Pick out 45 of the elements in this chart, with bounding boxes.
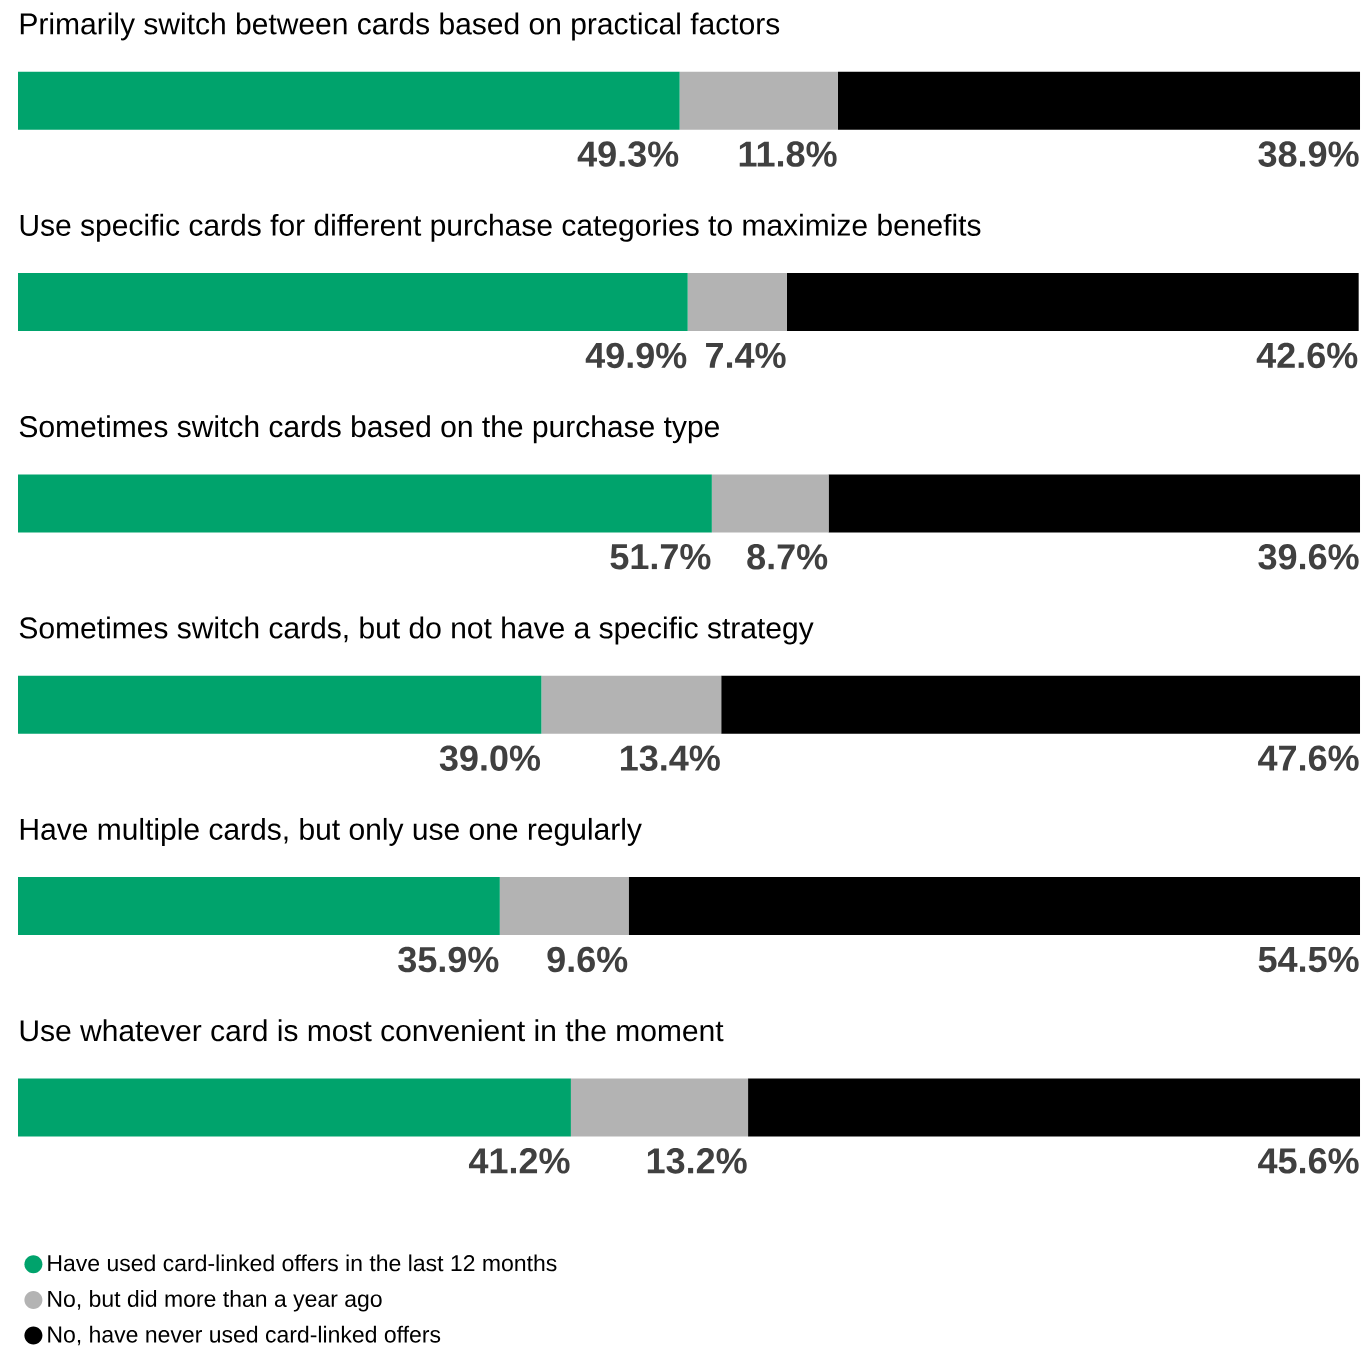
bar <box>570 1078 749 1137</box>
data-label: 49.9% <box>585 342 687 369</box>
data-label: 49.3% <box>577 141 679 167</box>
data-label: 41.2% <box>468 1148 570 1174</box>
data-label: 11.8% <box>739 141 837 167</box>
bar <box>18 474 712 533</box>
legend-label: No, but did more than a year ago <box>48 1290 382 1312</box>
y-tick-label: Primarily switch between cards based on practical factors <box>20 12 780 41</box>
y-tick-label: Sometimes switch cards, but do not have a specific strategy <box>19 616 814 645</box>
bar <box>541 675 722 734</box>
bar <box>18 675 542 734</box>
data-label: 38.9% <box>1258 141 1359 167</box>
bar <box>18 1078 571 1137</box>
bar <box>679 71 838 130</box>
bar <box>721 675 1361 734</box>
data-label: 9.6% <box>547 946 628 973</box>
bar <box>18 273 688 332</box>
data-label: 7.4% <box>706 342 786 369</box>
bar <box>18 877 500 936</box>
bar <box>499 877 629 936</box>
data-label: 35.9% <box>398 946 499 973</box>
data-label: 8.7% <box>747 544 828 570</box>
bar <box>711 474 829 533</box>
legend-label: No, have never used card-linked offers <box>48 1325 441 1346</box>
data-label: 45.6% <box>1258 1148 1359 1174</box>
y-tick-label: Sometimes switch cards based on the purchase type <box>19 415 719 444</box>
legend-label: Have used card-linked offers in the last 12 months <box>48 1254 557 1272</box>
bar <box>837 71 1361 130</box>
data-label: 47.6% <box>1258 745 1359 771</box>
data-label: 13.2% <box>647 1148 747 1174</box>
bar <box>18 71 680 130</box>
y-tick-label: Have multiple cards, but only use one regularly <box>20 817 642 846</box>
data-label: 39.6% <box>1258 544 1359 570</box>
y-tick-label: Use specific cards for different purchase categories to maximize benefits <box>20 213 981 242</box>
bar <box>687 273 787 332</box>
bar <box>748 1078 1361 1137</box>
bar <box>628 877 1361 936</box>
y-tick-label: Use whatever card is most convenient in the moment <box>20 1019 724 1042</box>
bar <box>786 273 1359 332</box>
data-label: 54.5% <box>1258 946 1359 973</box>
data-label: 42.6% <box>1256 342 1358 369</box>
data-label: 51.7% <box>610 544 711 570</box>
bar <box>828 474 1361 533</box>
data-label: 13.4% <box>621 745 720 771</box>
data-label: 39.0% <box>439 745 541 771</box>
